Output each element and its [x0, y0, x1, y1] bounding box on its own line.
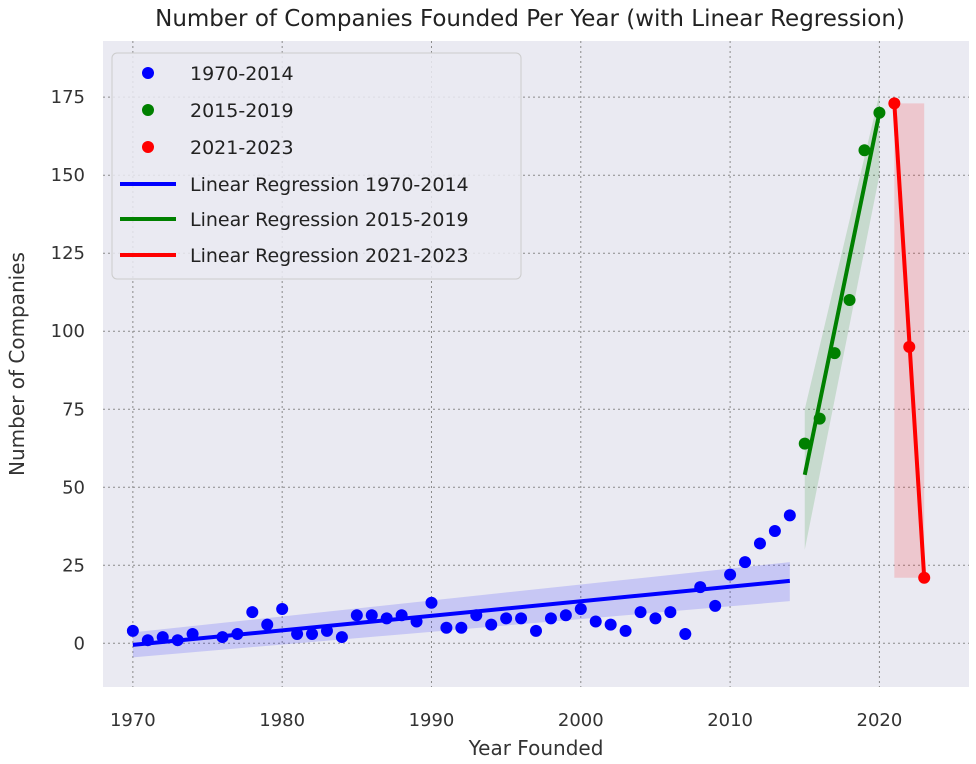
data-point [843, 294, 856, 307]
data-point [186, 627, 199, 640]
data-point [365, 609, 378, 622]
data-points [126, 97, 931, 647]
x-axis-label: Year Founded [468, 736, 604, 760]
data-point [500, 612, 513, 625]
data-point [126, 624, 139, 637]
y-axis-label: Number of Companies [5, 252, 29, 476]
x-tick-label: 1980 [259, 710, 305, 731]
data-point [813, 412, 826, 425]
legend-entry: 2015-2019 [190, 100, 294, 122]
y-tick-label: 25 [62, 555, 85, 576]
y-tick-label: 125 [51, 243, 85, 264]
data-point [216, 631, 229, 644]
legend-entry: 2021-2023 [190, 137, 294, 159]
data-point [350, 609, 363, 622]
data-point [739, 556, 752, 569]
data-point [291, 627, 304, 640]
data-point [903, 340, 916, 353]
data-point [649, 612, 662, 625]
data-point [918, 571, 931, 584]
data-point [246, 606, 259, 619]
x-tick-label: 1970 [110, 710, 156, 731]
data-point [798, 437, 811, 450]
data-point [276, 602, 289, 615]
data-point [544, 612, 557, 625]
data-point [380, 612, 393, 625]
data-point [410, 615, 423, 628]
y-tick-label: 50 [62, 477, 85, 498]
data-point [395, 609, 408, 622]
data-point [873, 106, 886, 119]
data-point [694, 581, 707, 594]
data-point [320, 624, 333, 637]
data-point [604, 618, 617, 631]
y-tick-label: 75 [62, 399, 85, 420]
data-point [515, 612, 528, 625]
data-point [634, 606, 647, 619]
y-tick-labels: 0 25 50 75 100 125 150 175 [51, 87, 85, 654]
legend: 1970-2014 2015-2019 2021-2023 Linear Regres… [111, 52, 522, 280]
legend-entry: Linear Regression 1970-2014 [190, 174, 469, 196]
data-point [440, 621, 453, 634]
data-point [261, 618, 274, 631]
y-tick-label: 150 [51, 165, 85, 186]
data-point [306, 627, 319, 640]
data-point [724, 568, 737, 581]
legend-entry: Linear Regression 2015-2019 [190, 209, 469, 231]
data-point [425, 596, 438, 609]
data-point [335, 631, 348, 644]
data-point [664, 606, 677, 619]
x-tick-label: 2010 [707, 710, 753, 731]
data-point [455, 621, 468, 634]
chart-title: Number of Companies Founded Per Year (wi… [155, 6, 905, 32]
data-point [231, 627, 244, 640]
legend-frame [111, 52, 522, 280]
data-point [485, 618, 498, 631]
y-tick-label: 175 [51, 87, 85, 108]
data-point [574, 602, 587, 615]
legend-entry: 1970-2014 [190, 63, 294, 85]
x-tick-label: 2020 [857, 710, 903, 731]
x-tick-label: 1990 [409, 710, 455, 731]
x-tick-labels: 1970 1980 1990 2000 2010 2020 [110, 710, 902, 731]
data-point [156, 631, 169, 644]
data-point [619, 624, 632, 637]
data-point [783, 509, 796, 522]
data-point [141, 634, 154, 647]
legend-marker [142, 141, 154, 153]
data-point [679, 627, 692, 640]
data-point [171, 634, 184, 647]
data-point [753, 537, 766, 550]
y-tick-label: 0 [74, 633, 85, 654]
legend-marker [142, 67, 154, 79]
legend-entry: Linear Regression 2021-2023 [190, 245, 469, 267]
data-point [709, 599, 722, 612]
legend-marker [142, 104, 154, 116]
regression-line [892, 103, 927, 578]
x-tick-label: 2000 [558, 710, 604, 731]
data-point [828, 347, 841, 360]
data-point [470, 609, 483, 622]
data-point [768, 524, 781, 537]
y-tick-label: 100 [51, 321, 85, 342]
data-point [888, 97, 901, 110]
data-point [858, 144, 871, 157]
data-point [559, 609, 572, 622]
data-point [589, 615, 602, 628]
grid [103, 41, 969, 687]
data-point [530, 624, 542, 637]
